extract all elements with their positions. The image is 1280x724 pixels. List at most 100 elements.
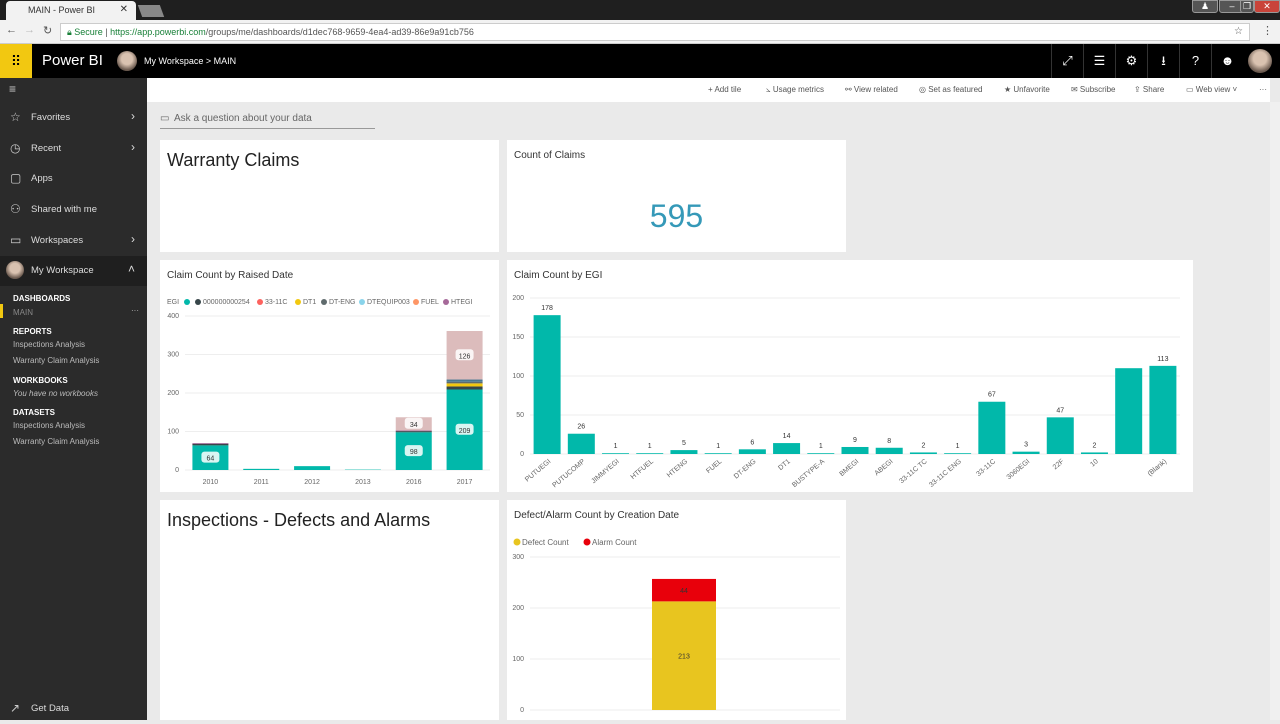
data-label: 5: [682, 440, 686, 447]
y-tick-label: 300: [512, 554, 524, 561]
y-tick-label: 100: [167, 429, 179, 436]
bar-segment: [447, 383, 483, 386]
bar: [670, 450, 697, 454]
x-tick-label: DT-ENG: [733, 458, 758, 480]
bar-segment: [447, 382, 483, 384]
data-label: 3: [1024, 442, 1028, 449]
data-label: 9: [853, 437, 857, 444]
bar-segment: [447, 380, 483, 382]
y-tick-label: 0: [175, 467, 179, 474]
bar: [602, 453, 629, 454]
y-tick-label: 200: [167, 390, 179, 397]
y-tick-label: 200: [512, 605, 524, 612]
bar: [807, 453, 834, 454]
bar-segment: [396, 430, 432, 431]
x-tick-label: HTENG: [666, 458, 689, 479]
data-label: 1: [819, 443, 823, 450]
bar: [636, 453, 663, 454]
data-label: 67: [988, 392, 996, 399]
bar-segment: [243, 469, 279, 470]
y-tick-label: 200: [512, 295, 524, 302]
bar: [534, 315, 561, 454]
legend-dot: [413, 299, 419, 305]
x-tick-label: 2013: [355, 479, 371, 486]
bar: [842, 447, 869, 454]
y-tick-label: 100: [512, 373, 524, 380]
legend-item: Defect Count: [522, 538, 569, 547]
x-tick-label: 2011: [254, 479, 269, 486]
data-label: 1: [716, 443, 720, 450]
data-label: 98: [410, 449, 418, 456]
legend-dot: [257, 299, 263, 305]
x-tick-label: ABEGI: [874, 458, 895, 477]
x-tick-label: 22F: [1052, 458, 1066, 471]
legend-item: HTEGI: [451, 299, 472, 306]
legend-dot: [195, 299, 201, 305]
data-label: 26: [577, 424, 585, 431]
bar-segment: [192, 444, 228, 446]
data-label: 1: [648, 443, 652, 450]
legend-dot: [321, 299, 327, 305]
bar: [1115, 368, 1142, 454]
bar-segment: [192, 443, 228, 444]
data-label: 113: [1157, 356, 1168, 363]
x-tick-label: JIMMYEGI: [590, 458, 620, 485]
data-label: 14: [783, 433, 791, 440]
data-label: 44: [680, 588, 688, 595]
bar-segment: [294, 466, 330, 470]
bar: [1013, 452, 1040, 454]
bar: [944, 453, 971, 454]
x-tick-label: 2010: [203, 479, 219, 486]
data-label: 8: [887, 438, 891, 445]
x-tick-label: PUTUEGI: [524, 458, 552, 483]
data-label: 2: [921, 442, 925, 449]
bar: [773, 443, 800, 454]
legend-item: DT-ENG: [329, 299, 355, 306]
x-tick-label: 10: [1089, 458, 1100, 468]
x-tick-label: 2017: [457, 479, 473, 486]
x-tick-label: BUSTYPE-A: [791, 458, 826, 489]
legend-dot: [443, 299, 449, 305]
data-label: 178: [541, 305, 553, 312]
x-tick-label: HTFUEL: [630, 458, 655, 481]
data-label: 6: [750, 439, 754, 446]
y-tick-label: 0: [520, 451, 524, 458]
y-tick-label: 0: [520, 707, 524, 714]
data-label: 47: [1056, 407, 1064, 414]
data-label: 64: [207, 456, 215, 463]
legend-dot: [514, 539, 521, 546]
legend-item: 33-11C: [265, 299, 287, 306]
x-tick-label: FUEL: [705, 458, 723, 475]
x-tick-label: 2016: [406, 479, 422, 486]
legend-item: FUEL: [421, 299, 439, 306]
data-label: 34: [410, 422, 418, 429]
bar: [568, 434, 595, 454]
bar: [1047, 417, 1074, 454]
data-label: 213: [678, 654, 690, 661]
bar: [705, 453, 732, 454]
x-tick-label: 3060EGI: [1006, 458, 1032, 481]
bar: [739, 449, 766, 454]
x-tick-label: DT1: [777, 458, 792, 472]
y-tick-label: 150: [512, 334, 524, 341]
y-tick-label: 300: [167, 352, 179, 359]
legend-dot: [584, 539, 591, 546]
x-tick-label: PUTUCOMP: [551, 458, 586, 489]
x-tick-label: (Blank): [1147, 458, 1168, 478]
bar: [876, 448, 903, 454]
legend-item: DT1: [303, 299, 316, 306]
data-label: 1: [956, 443, 960, 450]
bar: [1081, 452, 1108, 454]
x-tick-label: 2012: [304, 479, 320, 486]
data-label: 209: [459, 428, 471, 435]
x-tick-label: 33-11C: [975, 458, 997, 478]
legend-item: Alarm Count: [592, 538, 637, 547]
x-tick-label: BMEGI: [839, 458, 861, 478]
x-tick-label: 33-11C TC: [898, 458, 928, 485]
data-label: 126: [459, 353, 471, 360]
y-tick-label: 400: [167, 313, 179, 320]
data-label: 1: [614, 443, 618, 450]
bar: [978, 402, 1005, 454]
legend-dot: [359, 299, 365, 305]
